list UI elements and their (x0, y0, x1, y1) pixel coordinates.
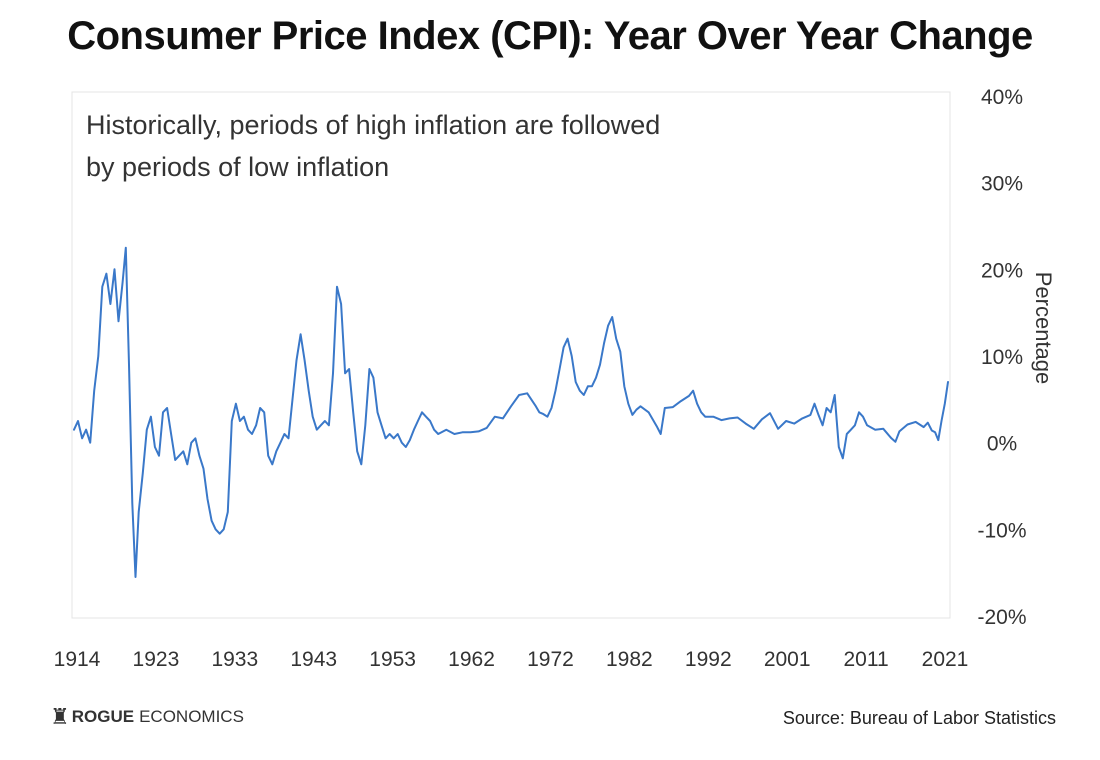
brand-name-rest: ECONOMICS (139, 707, 244, 726)
y-tick-label: 10% (981, 346, 1023, 369)
y-axis-label: Percentage (1031, 272, 1056, 385)
source-note: Source: Bureau of Labor Statistics (782, 708, 1056, 728)
y-tick-label: 0% (987, 433, 1017, 456)
annotation-line-1: Historically, periods of high inflation … (86, 110, 661, 140)
x-tick-label: 1953 (369, 648, 416, 671)
x-tick-label: 1923 (133, 648, 180, 671)
plot-area (71, 91, 951, 619)
x-tick-label: 1962 (448, 648, 495, 671)
brand-logo: ♜ ROGUE ECONOMICS (50, 704, 244, 729)
y-tick-label: -10% (977, 519, 1026, 542)
x-tick-label: 1982 (606, 648, 653, 671)
rook-icon: ♜ (50, 704, 70, 729)
annotation-line-2: by periods of low inflation (86, 152, 390, 182)
brand-name-bold: ROGUE (71, 707, 135, 726)
y-tick-label: -20% (977, 606, 1026, 629)
x-tick-label: 1972 (527, 648, 574, 671)
x-tick-label: 2021 (922, 648, 969, 671)
y-tick-label: 20% (981, 259, 1023, 282)
y-axis-ticks: 40% 30% 20% 10% 0% -10% -20% (977, 86, 1026, 629)
x-tick-label: 1914 (54, 648, 101, 671)
x-tick-label: 2011 (844, 648, 889, 671)
x-tick-label: 1933 (211, 648, 258, 671)
x-tick-label: 2001 (764, 648, 811, 671)
x-tick-label: 1992 (685, 648, 732, 671)
series-line-cpi (73, 246, 949, 578)
y-tick-label: 40% (981, 86, 1023, 109)
x-axis-ticks: 1914 1923 1933 1943 1953 1962 1972 1982 1992 2001… (54, 648, 969, 671)
annotation: Historically, periods of high inflation … (86, 104, 766, 188)
x-tick-label: 1943 (290, 648, 337, 671)
chart-title: Consumer Price Index (CPI): Year Over Ye… (67, 14, 1033, 58)
y-tick-label: 30% (981, 173, 1023, 196)
